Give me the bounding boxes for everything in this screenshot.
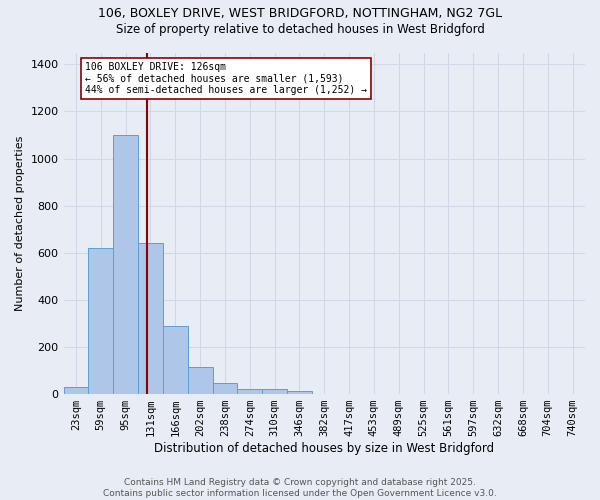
Bar: [287, 391, 312, 394]
Bar: [262, 390, 287, 394]
Bar: [188, 367, 212, 394]
Text: Size of property relative to detached houses in West Bridgford: Size of property relative to detached ho…: [116, 22, 484, 36]
Bar: [238, 389, 262, 394]
Bar: [113, 135, 138, 394]
Bar: [88, 248, 113, 394]
Bar: [163, 326, 188, 394]
Text: 106 BOXLEY DRIVE: 126sqm
← 56% of detached houses are smaller (1,593)
44% of sem: 106 BOXLEY DRIVE: 126sqm ← 56% of detach…: [85, 62, 367, 95]
Y-axis label: Number of detached properties: Number of detached properties: [15, 136, 25, 311]
X-axis label: Distribution of detached houses by size in West Bridgford: Distribution of detached houses by size …: [154, 442, 494, 455]
Bar: [138, 244, 163, 394]
Bar: [64, 387, 88, 394]
Text: 106, BOXLEY DRIVE, WEST BRIDGFORD, NOTTINGHAM, NG2 7GL: 106, BOXLEY DRIVE, WEST BRIDGFORD, NOTTI…: [98, 8, 502, 20]
Bar: [212, 383, 238, 394]
Text: Contains HM Land Registry data © Crown copyright and database right 2025.
Contai: Contains HM Land Registry data © Crown c…: [103, 478, 497, 498]
